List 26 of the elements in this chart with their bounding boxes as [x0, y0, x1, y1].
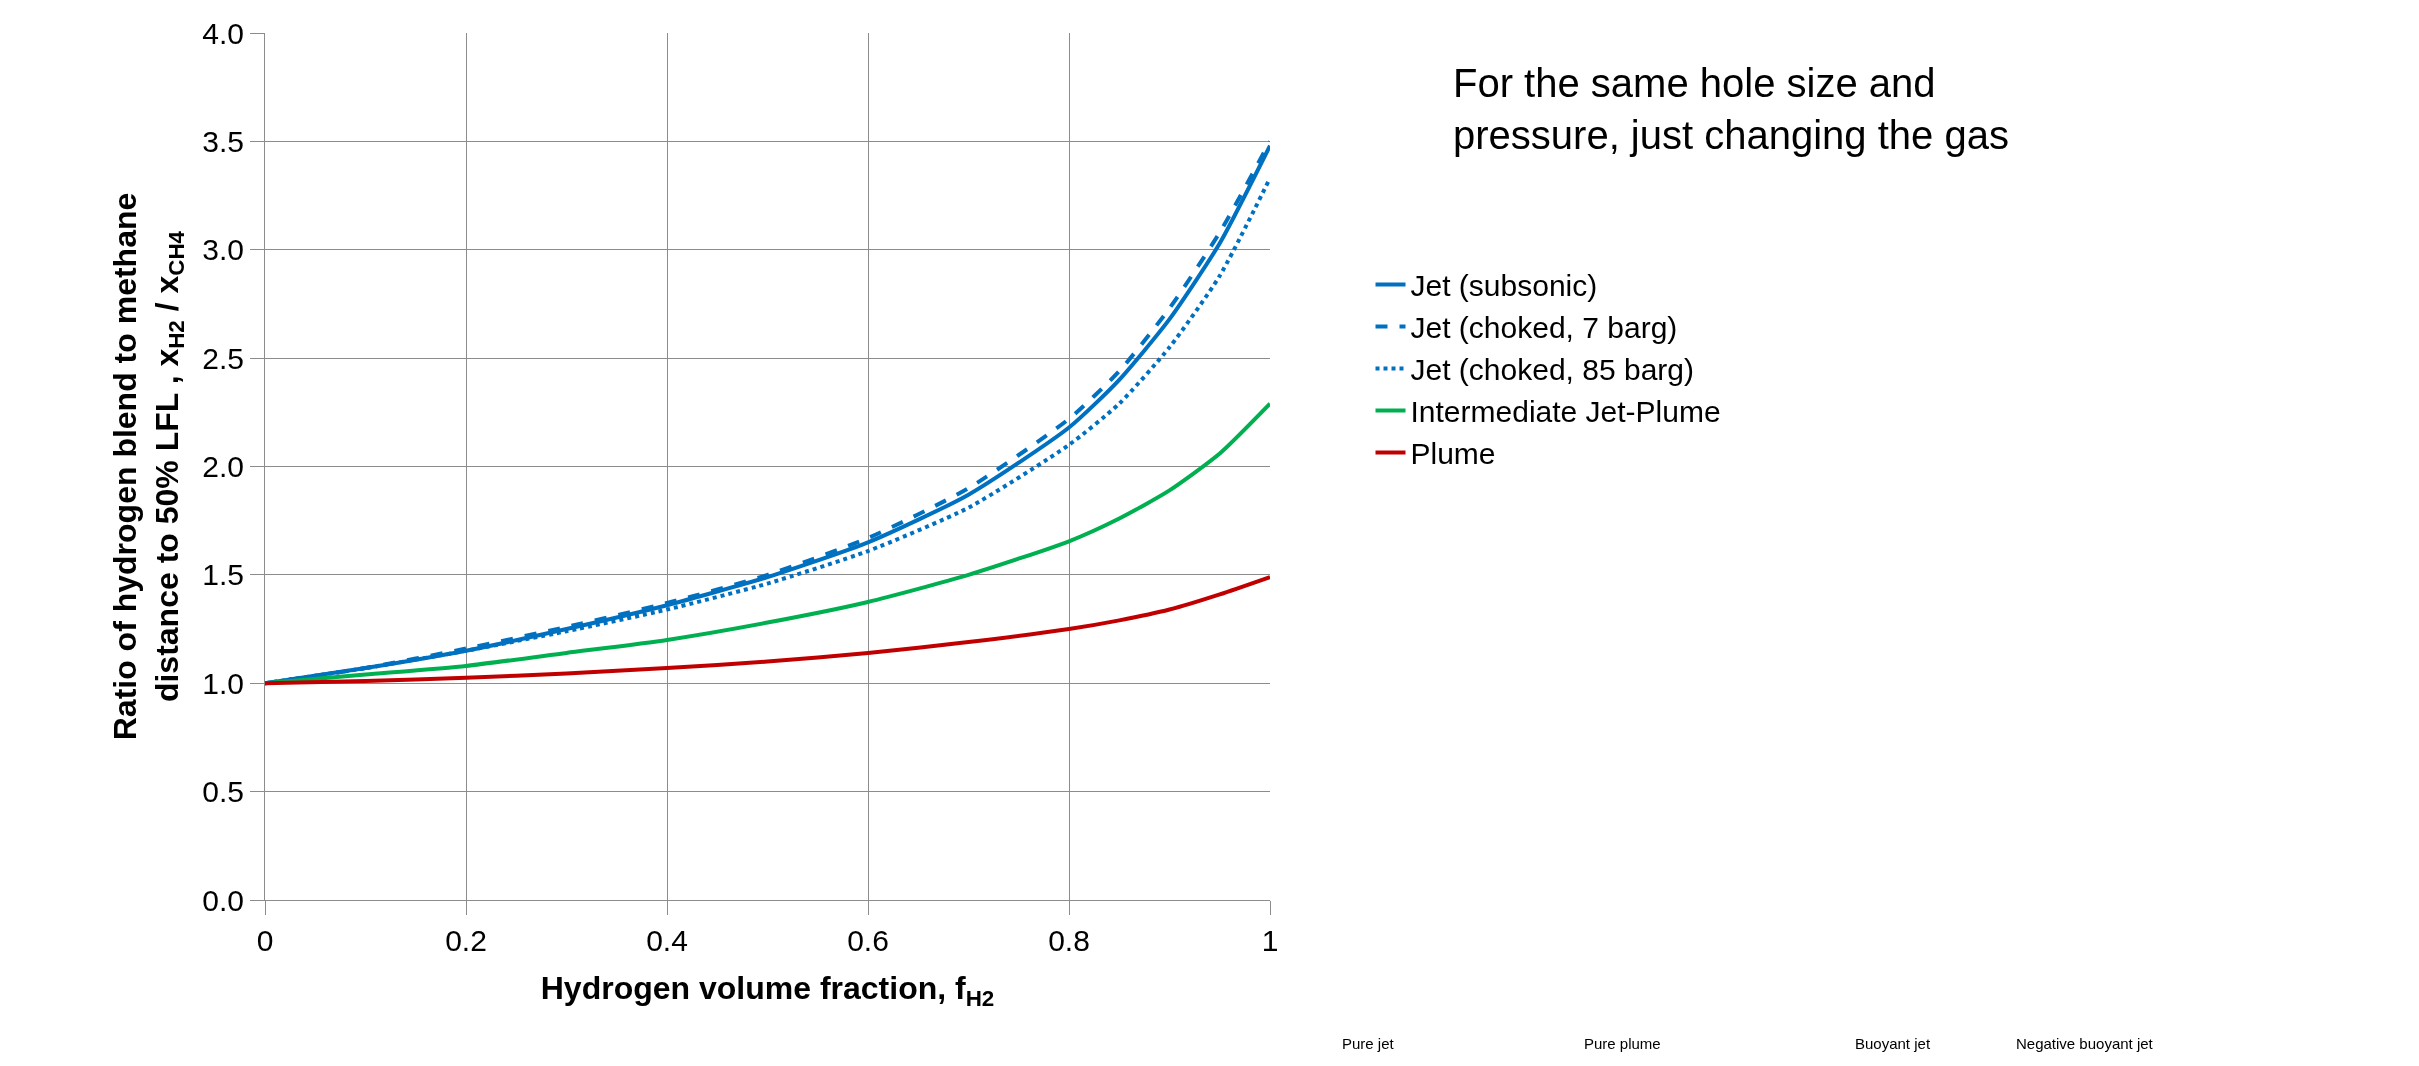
x-axis-title: Hydrogen volume fraction, f$_{H2}$: [540, 969, 995, 1011]
x-tick-label: 1: [1261, 924, 1279, 957]
y-tick-label: 4.0: [202, 16, 244, 50]
y-tick-label: 2.0: [202, 450, 244, 483]
legend-label: Jet (choked, 7 barg): [1410, 311, 1678, 345]
y-tick-label: 2.5: [202, 341, 244, 375]
x-tick-label: 0.6: [847, 924, 889, 957]
x-tick-label: 0.2: [445, 924, 487, 957]
x-tick-label: 0.4: [646, 924, 688, 957]
text: Pure plume: [1584, 1035, 1661, 1052]
y-tick-label: 3.0: [202, 233, 244, 267]
legend-label: Jet (choked, 85 barg): [1410, 353, 1694, 387]
legend-label: Intermediate Jet-Plume: [1410, 395, 1721, 429]
text: For the same hole size and pressure, just changing the gas: [1453, 61, 2009, 157]
y-tick-label: 1.5: [202, 558, 244, 592]
x-tick-label: 0.8: [1048, 924, 1090, 957]
y-tick-label: 3.5: [202, 124, 244, 158]
text: Buoyant jet: [1855, 1035, 1931, 1052]
y-tick-label: 1.0: [202, 666, 244, 700]
x-tick-label: 0: [256, 924, 274, 957]
text: Negative buoyant jet: [2016, 1035, 2154, 1052]
y-tick-label: 0.5: [202, 775, 244, 809]
y-tick-label: 0.0: [202, 883, 244, 917]
legend-label: Plume: [1410, 437, 1496, 471]
legend-label: Jet (subsonic): [1410, 269, 1598, 303]
text: Pure jet: [1342, 1035, 1395, 1052]
